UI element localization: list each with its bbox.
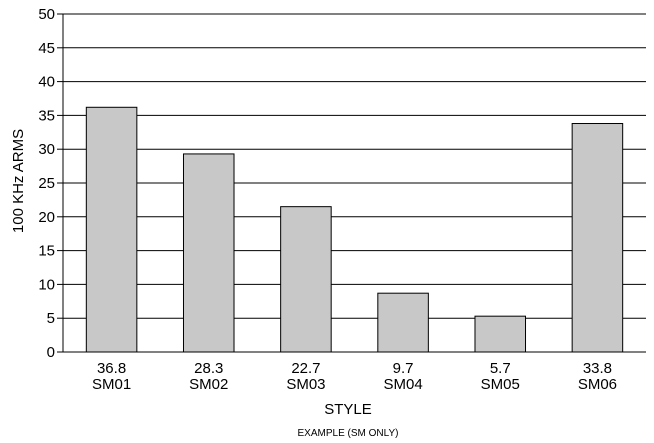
bar-sm04: [377, 292, 429, 353]
y-tick-label: 20: [38, 209, 55, 226]
bar-sm05: [474, 315, 527, 353]
x-tick-label: SM06: [578, 376, 617, 393]
bar-sm02: [182, 153, 235, 353]
y-tick-label: 45: [38, 40, 55, 57]
y-tick-label: 50: [38, 6, 55, 23]
bar-value-label: 22.7: [291, 360, 320, 377]
y-tick-labels: 0 5 10 15 20 25 30 35 40 45 50: [38, 6, 55, 361]
y-tick-label: 25: [38, 175, 55, 192]
bar-value-label: 36.8: [97, 360, 126, 377]
x-tick-label: SM01: [92, 376, 131, 393]
chart-caption: EXAMPLE (SM ONLY): [298, 428, 399, 439]
bar-value-label: 33.8: [583, 360, 612, 377]
bar-sm03: [280, 206, 332, 353]
bar-sm06: [571, 123, 624, 353]
bar-value-label: 9.7: [393, 360, 414, 377]
y-tick-label: 30: [38, 141, 55, 158]
x-tick-label: SM05: [481, 376, 520, 393]
bar-value-label: 5.7: [490, 360, 511, 377]
x-axis-title: STYLE: [324, 401, 372, 418]
x-tick-label: SM03: [286, 376, 325, 393]
y-tick-label: 15: [38, 243, 55, 260]
y-tick-label: 35: [38, 107, 55, 124]
bar-value-label: 28.3: [194, 360, 223, 377]
bar-sm01: [85, 106, 138, 353]
y-tick-label: 0: [47, 344, 55, 361]
bars: [85, 106, 624, 353]
axes: [57, 13, 646, 353]
y-tick-label: 5: [47, 310, 55, 327]
y-axis-title: 100 KHz ARMS: [10, 129, 27, 233]
x-tick-label: SM04: [383, 376, 422, 393]
grid-lines: [63, 13, 646, 319]
y-tick-label: 10: [38, 276, 55, 293]
x-tick-label: SM02: [189, 376, 228, 393]
y-tick-label: 40: [38, 74, 55, 91]
